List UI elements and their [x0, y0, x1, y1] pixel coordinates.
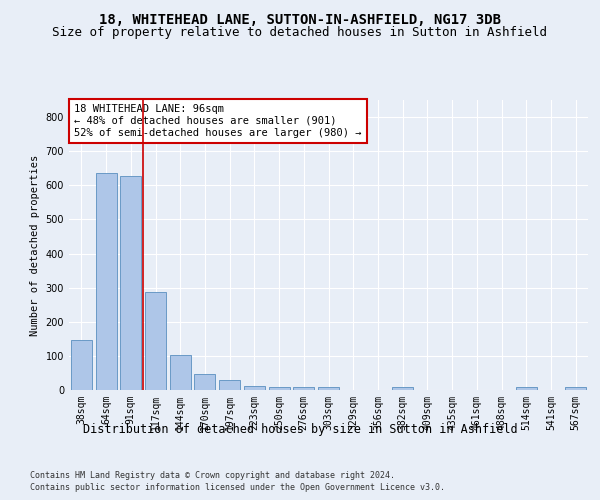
- Bar: [95, 174, 116, 390]
- Bar: [318, 388, 339, 390]
- Bar: [516, 388, 537, 390]
- Bar: [293, 388, 314, 390]
- Bar: [170, 355, 191, 390]
- Bar: [120, 176, 141, 390]
- Text: 18, WHITEHEAD LANE, SUTTON-IN-ASHFIELD, NG17 3DB: 18, WHITEHEAD LANE, SUTTON-IN-ASHFIELD, …: [99, 12, 501, 26]
- Text: Distribution of detached houses by size in Sutton in Ashfield: Distribution of detached houses by size …: [83, 422, 517, 436]
- Text: 18 WHITEHEAD LANE: 96sqm
← 48% of detached houses are smaller (901)
52% of semi-: 18 WHITEHEAD LANE: 96sqm ← 48% of detach…: [74, 104, 362, 138]
- Text: Contains public sector information licensed under the Open Government Licence v3: Contains public sector information licen…: [30, 484, 445, 492]
- Bar: [565, 388, 586, 390]
- Bar: [145, 292, 166, 390]
- Bar: [244, 386, 265, 390]
- Text: Contains HM Land Registry data © Crown copyright and database right 2024.: Contains HM Land Registry data © Crown c…: [30, 471, 395, 480]
- Bar: [194, 374, 215, 390]
- Bar: [219, 380, 240, 390]
- Bar: [269, 386, 290, 390]
- Text: Size of property relative to detached houses in Sutton in Ashfield: Size of property relative to detached ho…: [53, 26, 548, 39]
- Bar: [71, 340, 92, 390]
- Bar: [392, 388, 413, 390]
- Y-axis label: Number of detached properties: Number of detached properties: [30, 154, 40, 336]
